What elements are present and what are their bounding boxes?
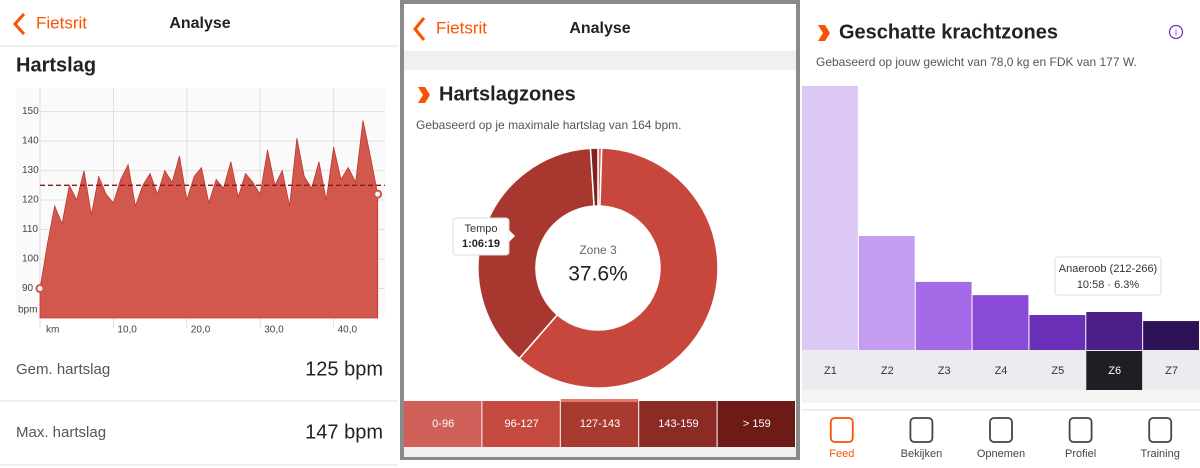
end-marker <box>373 189 383 199</box>
zone-tab[interactable] <box>717 401 795 447</box>
back-icon[interactable] <box>12 12 26 36</box>
stat-value: 125 bpm <box>305 358 383 380</box>
y-tick-label: 110 <box>22 224 38 235</box>
back-label[interactable]: Fietsrit <box>36 13 87 32</box>
back-label[interactable]: Fietsrit <box>436 18 487 37</box>
bar[interactable] <box>1029 315 1086 350</box>
y-axis-label: bpm <box>18 305 37 316</box>
nav-icon[interactable] <box>909 417 934 443</box>
selected-label-bg <box>1086 351 1143 390</box>
donut-segment <box>589 147 599 207</box>
category-label[interactable]: Z7 <box>1165 365 1178 377</box>
zone-tab-label[interactable]: 0-96 <box>432 418 454 430</box>
x-axis-label: km <box>46 325 59 336</box>
end-marker <box>35 284 45 294</box>
bar[interactable] <box>858 236 915 350</box>
y-tick-label: 100 <box>22 254 39 265</box>
spacer <box>404 51 796 70</box>
donut-segment <box>477 147 595 360</box>
zone-tab-label[interactable]: 96-127 <box>504 418 538 430</box>
bar[interactable] <box>1086 312 1143 350</box>
stat-label: Max. hartslag <box>16 424 106 441</box>
zone-tab[interactable] <box>560 401 639 447</box>
nav-icon[interactable] <box>1068 417 1093 443</box>
spacer <box>404 447 796 457</box>
y-tick-label: 90 <box>22 283 34 294</box>
section-icon <box>818 25 830 41</box>
tooltip <box>1054 256 1162 296</box>
tooltip-name: Tempo <box>464 223 497 235</box>
header-title: Analyse <box>169 15 230 32</box>
nav-label[interactable]: Feed <box>829 448 854 460</box>
y-tick-label: 120 <box>22 195 39 206</box>
section-title: Hartslagzones <box>439 83 576 105</box>
nav-label[interactable]: Profiel <box>1065 448 1096 460</box>
category-label[interactable]: Z3 <box>938 365 951 377</box>
section-title: Hartslag <box>16 54 96 76</box>
info-icon[interactable] <box>1168 24 1184 40</box>
nav-label[interactable]: Training <box>1141 448 1180 460</box>
category-label[interactable]: Z6 <box>1108 365 1121 377</box>
center-label: Zone 3 <box>579 243 617 257</box>
tooltip-time: 1:06:19 <box>462 238 500 250</box>
category-label[interactable]: Z4 <box>995 365 1008 377</box>
header-title: Analyse <box>569 20 630 37</box>
subtitle: Gebaseerd op jouw gewicht van 78,0 kg en… <box>816 55 1137 69</box>
tooltip-detail: 10:58 · 6.3% <box>1077 279 1140 291</box>
y-tick-label: 140 <box>22 136 39 147</box>
nav-label[interactable]: Opnemen <box>977 448 1025 460</box>
spacer <box>802 390 1200 403</box>
zone-tab[interactable] <box>639 401 717 447</box>
x-tick-label: 40,0 <box>338 325 358 336</box>
zone-tab[interactable] <box>482 401 560 447</box>
subtitle: Gebaseerd op je maximale hartslag van 16… <box>416 118 681 132</box>
nav-icon[interactable] <box>989 417 1013 443</box>
zone-tab-label[interactable]: 127-143 <box>580 418 620 430</box>
bar[interactable] <box>802 85 858 351</box>
category-label[interactable]: Z5 <box>1051 365 1064 377</box>
bar[interactable] <box>1143 321 1199 350</box>
zone-tab-highlight <box>560 399 639 402</box>
y-tick-label: 130 <box>22 165 39 176</box>
bar[interactable] <box>915 281 972 350</box>
nav-icon[interactable] <box>829 417 854 443</box>
heart-rate-area <box>39 120 379 319</box>
x-tick-label: 30,0 <box>264 325 284 336</box>
tooltip-name: Anaeroob (212-266) <box>1059 263 1157 275</box>
section-icon <box>418 87 430 103</box>
zone-tab-label[interactable]: > 159 <box>743 418 771 430</box>
y-tick-label: 150 <box>22 106 39 117</box>
center-value: 37.6% <box>568 263 628 286</box>
x-tick-label: 10,0 <box>117 325 137 336</box>
stat-label: Gem. hartslag <box>16 361 110 378</box>
info-icon-glyph[interactable]: i <box>1175 27 1177 37</box>
x-tick-label: 20,0 <box>191 325 211 336</box>
section-title: Geschatte krachtzones <box>839 21 1058 43</box>
zone-tab-label[interactable]: 143-159 <box>658 418 698 430</box>
zone-tab[interactable] <box>404 401 482 447</box>
tooltip-pointer <box>509 230 515 242</box>
bar[interactable] <box>972 295 1029 350</box>
category-label[interactable]: Z1 <box>824 365 837 377</box>
nav-label[interactable]: Bekijken <box>901 448 943 460</box>
category-label[interactable]: Z2 <box>881 365 894 377</box>
stat-value: 147 bpm <box>305 421 383 443</box>
nav-icon[interactable] <box>1148 417 1173 443</box>
back-icon[interactable] <box>413 17 426 41</box>
donut-segment <box>518 147 719 389</box>
